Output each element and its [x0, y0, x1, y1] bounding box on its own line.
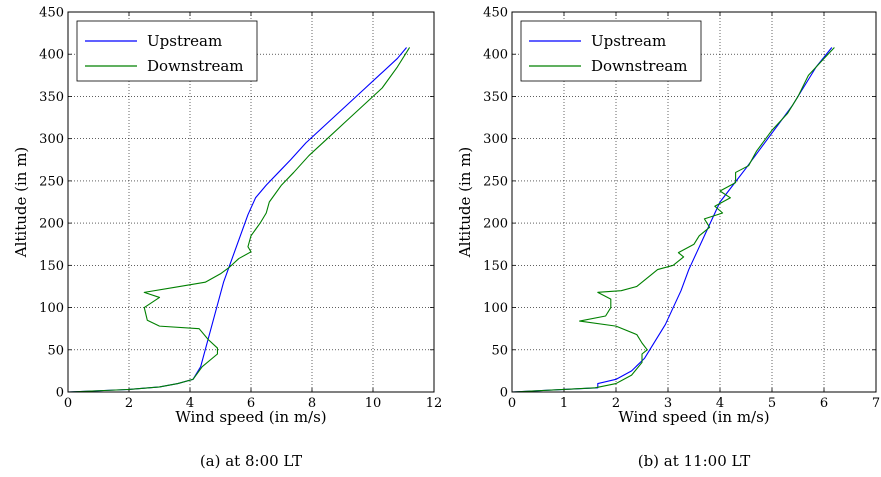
y-tick-label: 0: [56, 386, 64, 401]
x-tick-label: 10: [365, 396, 382, 411]
x-tick-label: 0: [64, 396, 72, 411]
x-tick-label: 6: [247, 396, 255, 411]
y-tick-label: 450: [39, 6, 64, 21]
series-line-upstream: [67, 47, 407, 393]
legend-label: Upstream: [147, 32, 222, 50]
x-tick-label: 4: [716, 396, 724, 411]
y-tick-label: 200: [483, 217, 508, 232]
y-axis-label: Altitude (in m): [12, 147, 30, 259]
y-tick-label: 100: [39, 301, 64, 316]
series-line-downstream: [511, 47, 835, 393]
y-tick-label: 50: [47, 343, 64, 358]
x-tick-label: 2: [125, 396, 133, 411]
y-tick-label: 250: [483, 174, 508, 189]
x-tick-label: 12: [426, 396, 443, 411]
y-tick-label: 350: [39, 90, 64, 105]
series-line-upstream: [511, 47, 833, 393]
x-tick-label: 7: [872, 396, 880, 411]
plot-frame: [511, 11, 877, 393]
y-tick-label: 0: [500, 386, 508, 401]
y-tick-label: 400: [483, 48, 508, 63]
series-line-downstream: [67, 47, 411, 393]
x-tick-label: 1: [560, 396, 568, 411]
subfigure-caption: (a) at 8:00 LT: [200, 452, 302, 470]
y-tick-label: 250: [39, 174, 64, 189]
y-tick-label: 150: [483, 259, 508, 274]
legend-box: [520, 20, 702, 82]
legend: Upstream Downstream: [520, 20, 702, 82]
legend-label: Downstream: [147, 57, 244, 75]
x-tick-label: 6: [820, 396, 828, 411]
plot-frame: [67, 11, 435, 393]
x-axis-label: Wind speed (in m/s): [175, 408, 326, 426]
x-axis-label: Wind speed (in m/s): [618, 408, 769, 426]
x-tick-label: 3: [664, 396, 672, 411]
x-tick-label: 4: [186, 396, 194, 411]
legend-label: Upstream: [591, 32, 666, 50]
y-tick-label: 400: [39, 48, 64, 63]
subfigure-caption: (b) at 11:00 LT: [638, 452, 751, 470]
y-tick-label: 100: [483, 301, 508, 316]
x-tick-label: 5: [768, 396, 776, 411]
y-tick-label: 300: [483, 132, 508, 147]
y-tick-label: 450: [483, 6, 508, 21]
y-tick-label: 300: [39, 132, 64, 147]
legend: Upstream Downstream: [76, 20, 258, 82]
x-tick-label: 2: [612, 396, 620, 411]
x-tick-label: 0: [508, 396, 516, 411]
y-tick-label: 50: [491, 343, 508, 358]
y-tick-label: 150: [39, 259, 64, 274]
y-tick-label: 350: [483, 90, 508, 105]
legend-box: [76, 20, 258, 82]
y-tick-label: 200: [39, 217, 64, 232]
legend-label: Downstream: [591, 57, 688, 75]
chart-1: 0 1 2 3 4 5 6 7 0 50 100 150 200 250 300 350 400 450 Upstr…: [456, 6, 880, 471]
chart-0: 0 2 4 6 8 10 12 0 50 100 150 200 250 300 350 400 450 Upst…: [12, 6, 442, 471]
y-axis-label: Altitude (in m): [456, 147, 474, 259]
x-tick-label: 8: [308, 396, 316, 411]
